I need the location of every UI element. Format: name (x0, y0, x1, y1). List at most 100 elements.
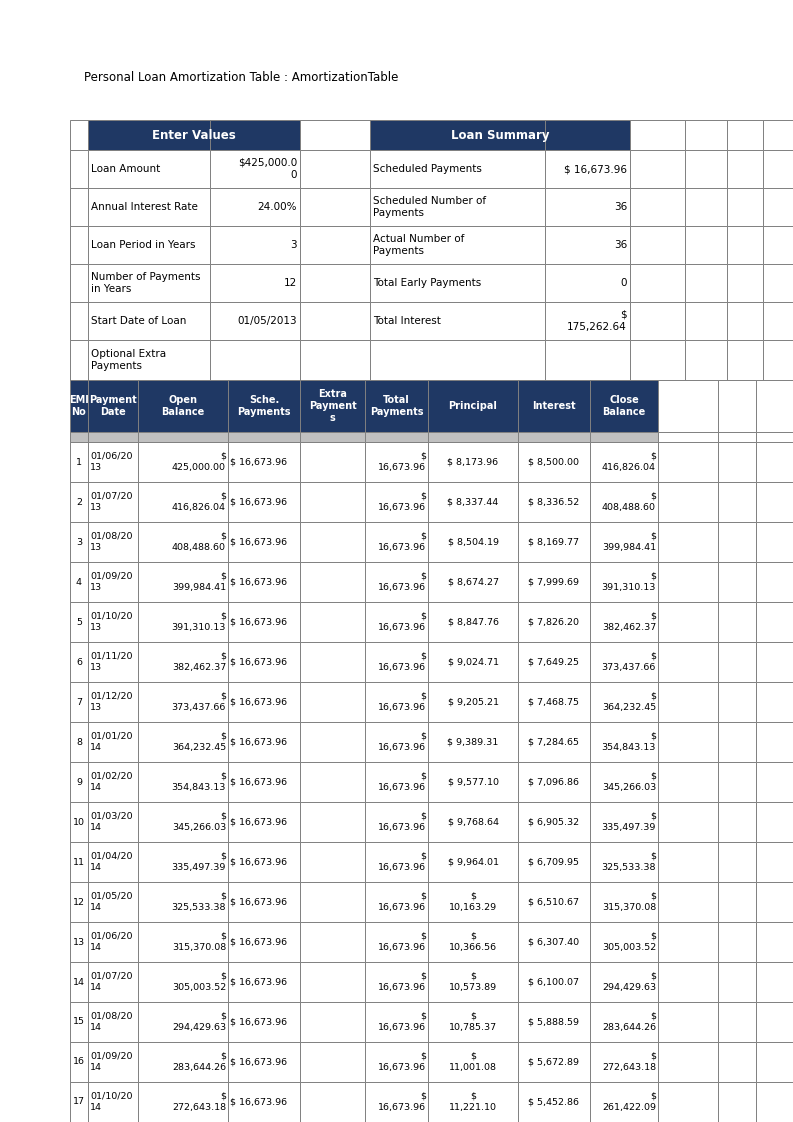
Bar (630, 226, 685, 264)
Bar (228, 802, 300, 842)
Bar (228, 1082, 300, 1122)
Bar (228, 962, 300, 1002)
Bar (365, 1082, 428, 1122)
Bar (763, 188, 793, 226)
Text: $ 7,649.25: $ 7,649.25 (528, 657, 580, 666)
Bar (70, 188, 88, 226)
Bar (428, 603, 518, 642)
Text: Total Early Payments: Total Early Payments (373, 278, 481, 288)
Bar (763, 150, 793, 188)
Bar (228, 562, 300, 603)
Bar (518, 562, 590, 603)
Text: Interest: Interest (532, 401, 576, 411)
Bar (138, 482, 228, 522)
Bar (718, 603, 756, 642)
Text: $ 16,673.96: $ 16,673.96 (230, 1097, 287, 1106)
Bar (70, 1082, 88, 1122)
Text: 01/04/20
14: 01/04/20 14 (90, 852, 132, 872)
Bar (88, 562, 138, 603)
Bar (630, 340, 685, 380)
Bar (365, 603, 428, 642)
Bar (88, 380, 138, 432)
Text: $
16,673.96: $ 16,673.96 (378, 652, 426, 672)
Bar (88, 802, 138, 842)
Bar (88, 1082, 138, 1122)
Text: $
10,573.89: $ 10,573.89 (449, 972, 497, 992)
Bar (88, 432, 138, 442)
Bar (428, 642, 518, 682)
Bar (718, 522, 756, 562)
Bar (88, 1042, 138, 1082)
Bar (300, 522, 365, 562)
Bar (718, 482, 756, 522)
Text: $
408,488.60: $ 408,488.60 (602, 491, 656, 512)
Bar (365, 682, 428, 721)
Bar (658, 762, 718, 802)
Bar (518, 762, 590, 802)
Bar (210, 120, 300, 150)
Bar (138, 842, 228, 882)
Bar (300, 1042, 365, 1082)
Bar (70, 642, 88, 682)
Bar (88, 962, 138, 1002)
Bar (590, 522, 658, 562)
Bar (718, 380, 756, 432)
Bar (590, 562, 658, 603)
Text: $
16,673.96: $ 16,673.96 (378, 572, 426, 592)
Bar (138, 603, 228, 642)
Bar (300, 1082, 365, 1122)
Bar (228, 1042, 300, 1082)
Bar (300, 721, 365, 762)
Bar (365, 1002, 428, 1042)
Bar (518, 442, 590, 482)
Bar (300, 120, 370, 150)
Bar (756, 603, 793, 642)
Bar (88, 188, 210, 226)
Bar (365, 922, 428, 962)
Bar (727, 226, 763, 264)
Text: Total Interest: Total Interest (373, 316, 441, 327)
Bar (88, 302, 210, 340)
Text: $ 16,673.96: $ 16,673.96 (230, 657, 287, 666)
Text: $
305,003.52: $ 305,003.52 (172, 972, 226, 992)
Text: $ 7,468.75: $ 7,468.75 (528, 698, 580, 707)
Bar (428, 482, 518, 522)
Bar (518, 1042, 590, 1082)
Text: $
16,673.96: $ 16,673.96 (378, 1012, 426, 1032)
Text: $
261,422.09: $ 261,422.09 (602, 1092, 656, 1112)
Text: $
416,826.04: $ 416,826.04 (172, 491, 226, 512)
Text: $
16,673.96: $ 16,673.96 (378, 932, 426, 953)
Text: $ 16,673.96: $ 16,673.96 (230, 938, 287, 947)
Bar (718, 721, 756, 762)
Bar (70, 380, 88, 432)
Bar (545, 302, 630, 340)
Text: $
16,673.96: $ 16,673.96 (378, 852, 426, 872)
Text: $ 9,024.71: $ 9,024.71 (447, 657, 499, 666)
Bar (658, 522, 718, 562)
Bar (70, 264, 88, 302)
Text: Loan Amount: Loan Amount (91, 164, 160, 174)
Bar (590, 762, 658, 802)
Text: 36: 36 (614, 240, 627, 250)
Bar (518, 962, 590, 1002)
Bar (428, 922, 518, 962)
Bar (210, 264, 300, 302)
Text: 15: 15 (73, 1018, 85, 1027)
Bar (428, 842, 518, 882)
Bar (658, 682, 718, 721)
Text: 11: 11 (73, 857, 85, 866)
Text: $
399,984.41: $ 399,984.41 (602, 532, 656, 552)
Bar (756, 802, 793, 842)
Bar (518, 682, 590, 721)
Bar (300, 802, 365, 842)
Bar (300, 432, 365, 442)
Text: $ 8,674.27: $ 8,674.27 (447, 578, 499, 587)
Bar (718, 442, 756, 482)
Bar (228, 682, 300, 721)
Text: $
315,370.08: $ 315,370.08 (602, 892, 656, 912)
Bar (138, 682, 228, 721)
Text: 01/03/20
14: 01/03/20 14 (90, 812, 132, 833)
Bar (756, 562, 793, 603)
Bar (70, 150, 88, 188)
Text: Personal Loan Amortization Table : AmortizationTable: Personal Loan Amortization Table : Amort… (84, 71, 398, 83)
